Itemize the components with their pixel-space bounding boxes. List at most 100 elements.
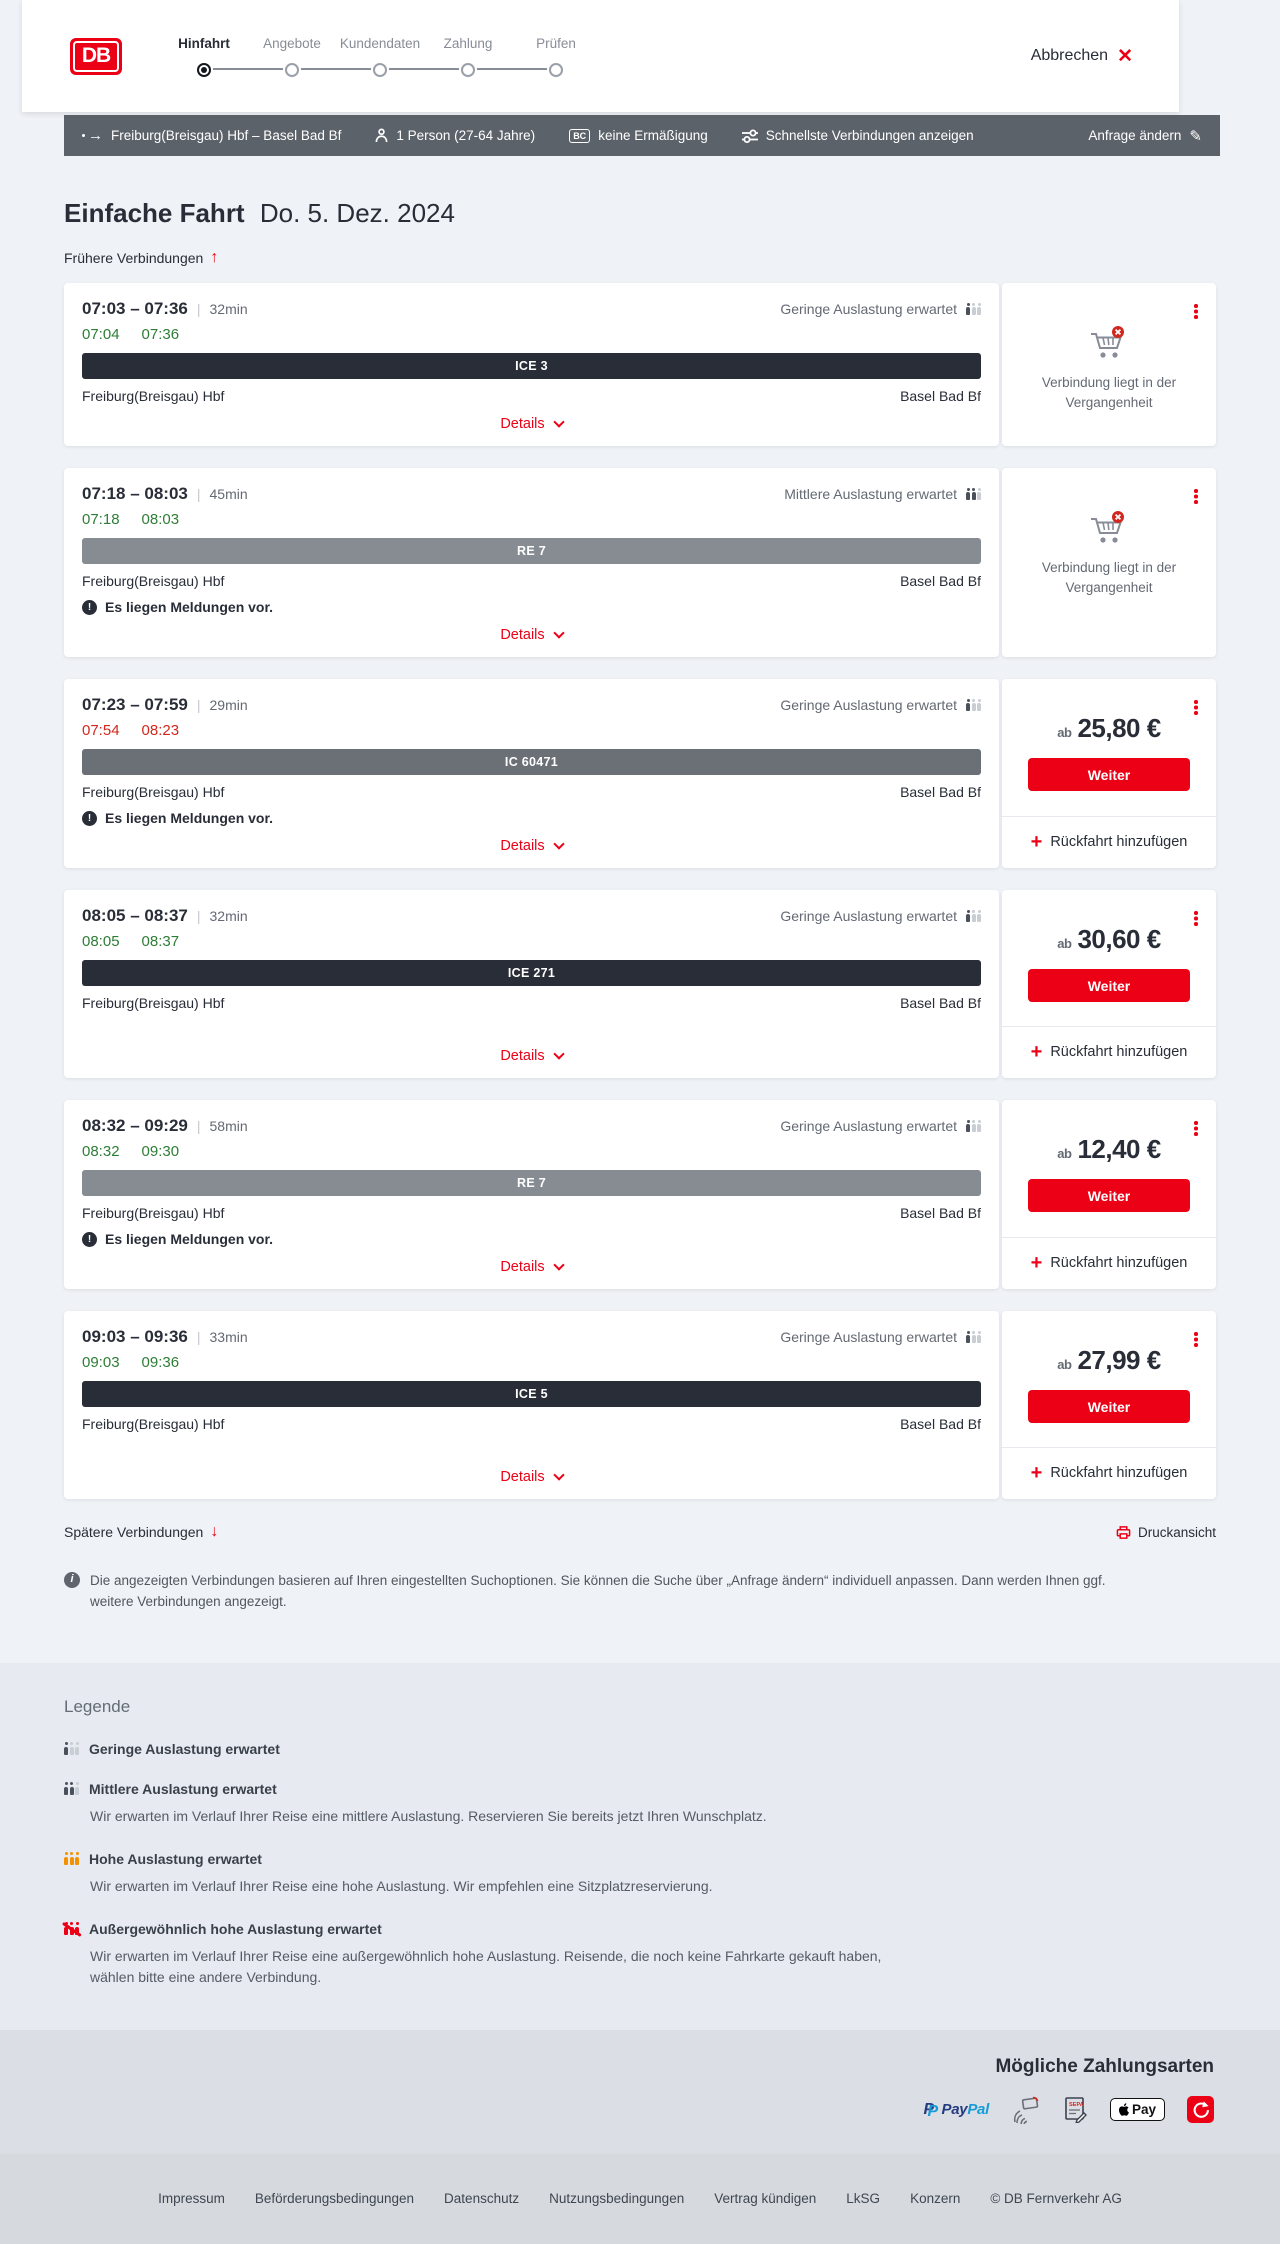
journey-summary-bar: → Freiburg(Breisgau) Hbf – Basel Bad Bf … [64, 115, 1220, 156]
details-row: Details [82, 1047, 981, 1064]
occupancy: Geringe Auslastung erwartet [780, 1118, 981, 1134]
details-row: Details [82, 837, 981, 854]
step-circle-icon [285, 62, 299, 77]
modify-request-button[interactable]: Anfrage ändern ✎ [1088, 127, 1202, 145]
more-options-button[interactable] [1189, 693, 1203, 711]
time-range: 07:18 – 08:03 [82, 484, 188, 503]
footer-copyright-item: © DB Fernverkehr AG [990, 2190, 1122, 2208]
past-connection-label: Verbindung liegt in der Vergangenheit [1041, 560, 1177, 595]
add-return-label: Rückfahrt hinzufügen [1050, 1255, 1188, 1271]
footer-link[interactable]: Nutzungsbedingungen [549, 2191, 685, 2207]
add-return-button[interactable]: + Rückfahrt hinzufügen [1031, 1463, 1188, 1483]
realtime-arrival: 08:23 [141, 722, 180, 739]
footer-link[interactable]: Konzern [910, 2191, 961, 2207]
legend-item-head: Mittlere Auslastung erwartet [64, 1781, 1216, 1797]
arrival-station: Basel Bad Bf [900, 1205, 981, 1221]
modify-request-label: Anfrage ändern [1088, 128, 1182, 143]
realtime-times: 07:54 08:23 [82, 722, 981, 739]
connection-card: 08:05 – 08:37 | 32min Geringe Auslastung… [64, 890, 999, 1078]
more-options-button[interactable] [1189, 904, 1203, 922]
duration: 32min [209, 301, 248, 317]
continue-button[interactable]: Weiter [1028, 758, 1190, 791]
notice-label: Es liegen Meldungen vor. [105, 599, 274, 615]
details-row: Details [82, 415, 981, 432]
footer-link[interactable]: Beförderungsbedingungen [254, 2191, 415, 2207]
footer-link[interactable]: Impressum [158, 2191, 225, 2207]
continue-button[interactable]: Weiter [1028, 969, 1190, 1002]
add-return-button[interactable]: + Rückfahrt hinzufügen [1031, 1253, 1188, 1273]
details-button[interactable]: Details [500, 1047, 565, 1064]
train-segment-bar[interactable]: RE 7 [82, 1170, 981, 1196]
legend-item: Geringe Auslastung erwartet [64, 1741, 1216, 1757]
details-button[interactable]: Details [500, 415, 565, 432]
price-block: ab 12,40 € Weiter [1002, 1100, 1216, 1212]
more-options-button[interactable] [1189, 297, 1203, 315]
separator: | [196, 301, 201, 317]
more-options-button[interactable] [1189, 482, 1203, 500]
add-return-button[interactable]: + Rückfahrt hinzufügen [1031, 832, 1188, 852]
fastest-connections-toggle[interactable]: Schnellste Verbindungen anzeigen [741, 128, 974, 143]
train-segment-bar[interactable]: ICE 5 [82, 1381, 981, 1407]
duration: 29min [209, 697, 248, 713]
connection-card: 08:32 – 09:29 | 58min Geringe Auslastung… [64, 1100, 999, 1289]
footer-link[interactable]: Vertrag kündigen [714, 2191, 817, 2207]
earlier-connections-link[interactable]: Frühere Verbindungen ↑ [64, 249, 218, 267]
realtime-times: 07:18 08:03 [82, 511, 981, 528]
more-options-button[interactable] [1189, 1114, 1203, 1132]
details-button[interactable]: Details [500, 1468, 565, 1485]
credit-card-hand-icon [1013, 2096, 1039, 2124]
add-return-row: + Rückfahrt hinzufügen [1002, 1447, 1216, 1499]
footer-link[interactable]: Datenschutz [444, 2191, 520, 2207]
add-return-label: Rückfahrt hinzufügen [1050, 1044, 1188, 1060]
svg-text:SEPA: SEPA [1069, 2102, 1084, 2108]
continue-button[interactable]: Weiter [1028, 1179, 1190, 1212]
separator: | [196, 697, 201, 713]
continue-button[interactable]: Weiter [1028, 1390, 1190, 1423]
train-segment-bar[interactable]: ICE 3 [82, 353, 981, 379]
discount-chip[interactable]: BC keine Ermäßigung [569, 128, 708, 143]
route-label: Freiburg(Breisgau) Hbf – Basel Bad Bf [111, 128, 342, 143]
details-button[interactable]: Details [500, 626, 565, 643]
occupancy-label: Mittlere Auslastung erwartet [784, 486, 957, 502]
passengers-chip[interactable]: 1 Person (27-64 Jahre) [375, 128, 535, 143]
time-range: 07:23 – 07:59 [82, 695, 188, 714]
step-circle-icon [549, 62, 563, 77]
separator: | [196, 908, 201, 924]
page-title: Einfache Fahrt Do. 5. Dez. 2024 [64, 198, 1216, 229]
legend-item-description: Wir erwarten im Verlauf Ihrer Reise eine… [90, 1807, 767, 1824]
details-button[interactable]: Details [500, 1258, 565, 1275]
footer-link[interactable]: LkSG [846, 2191, 881, 2207]
later-connections-link[interactable]: Spätere Verbindungen ↓ [64, 1523, 218, 1541]
add-return-button[interactable]: + Rückfahrt hinzufügen [1031, 1042, 1188, 1062]
booking-panel: ab 25,80 € Weiter + Rückfahrt hinzufügen [1002, 679, 1216, 868]
print-view-link[interactable]: Druckansicht [1116, 1525, 1216, 1540]
legend-title: Legende [64, 1696, 131, 1716]
train-segment-bar[interactable]: ICE 271 [82, 960, 981, 986]
stations-row: Freiburg(Breisgau) Hbf Basel Bad Bf [82, 1416, 981, 1432]
legend-section: Legende Geringe Auslastung erwartet [0, 1662, 1280, 2030]
discount-label: keine Ermäßigung [598, 128, 708, 143]
legend-item-label: Geringe Auslastung erwartet [89, 1740, 280, 1757]
step-label: Hinfahrt [178, 35, 230, 51]
train-segment-bar[interactable]: IC 60471 [82, 749, 981, 775]
step-label: Kundendaten [339, 35, 421, 51]
train-segment-bar[interactable]: RE 7 [82, 538, 981, 564]
occupancy-label: Geringe Auslastung erwartet [780, 908, 957, 924]
cancel-button[interactable]: Abbrechen ✕ [1031, 45, 1133, 68]
details-button[interactable]: Details [500, 837, 565, 854]
stations-row: Freiburg(Breisgau) Hbf Basel Bad Bf [82, 995, 981, 1011]
step-label: Angebote [263, 35, 321, 51]
more-options-button[interactable] [1189, 1325, 1203, 1343]
occupancy: Geringe Auslastung erwartet [780, 697, 981, 713]
db-logo[interactable]: DB [70, 37, 122, 75]
print-view-label: Druckansicht [1137, 1524, 1216, 1540]
separator: | [196, 1329, 201, 1345]
price-line: ab 27,99 € [1057, 1345, 1161, 1376]
pencil-icon: ✎ [1189, 127, 1202, 145]
train-label: ICE 5 [515, 1387, 548, 1401]
stations-row: Freiburg(Breisgau) Hbf Basel Bad Bf [82, 573, 981, 589]
legend-item: Mittlere Auslastung erwartet Wir erwarte… [64, 1781, 1216, 1827]
close-icon: ✕ [1117, 45, 1133, 67]
price-line: ab 12,40 € [1057, 1134, 1161, 1165]
